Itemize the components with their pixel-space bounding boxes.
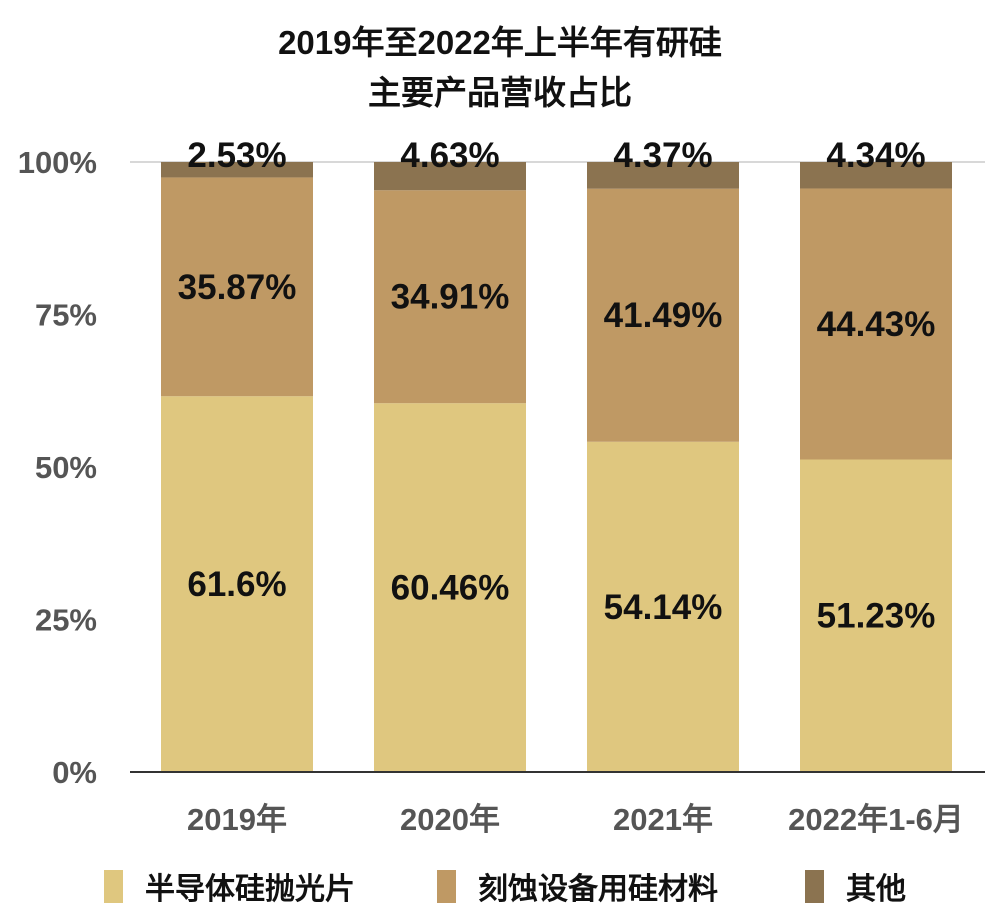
data-label: 4.63% <box>400 136 499 175</box>
y-tick-label: 75% <box>35 298 97 333</box>
data-label: 44.43% <box>817 305 936 344</box>
bar-segment-0 <box>161 396 313 772</box>
legend-swatch-0 <box>104 869 123 903</box>
bar-segment-0 <box>587 441 739 772</box>
legend-item-2: 其他 <box>805 864 906 908</box>
y-tick-label: 0% <box>52 755 97 790</box>
bar-segment-1 <box>374 190 526 404</box>
y-tick-label: 100% <box>18 145 97 180</box>
x-tick-label: 2019年 <box>187 802 287 837</box>
data-label: 51.23% <box>817 597 936 636</box>
chart-title-line2: 主要产品营收占比 <box>368 74 632 111</box>
bar-segment-1 <box>161 177 313 397</box>
bar-segment-2 <box>161 162 313 178</box>
data-label: 34.91% <box>391 278 510 317</box>
x-tick-label: 2021年 <box>613 802 713 837</box>
data-label: 4.37% <box>613 136 712 175</box>
x-tick-label: 2020年 <box>400 802 500 837</box>
legend-swatch-1 <box>437 869 456 903</box>
data-label: 60.46% <box>391 569 510 608</box>
data-label: 54.14% <box>604 588 723 627</box>
y-tick-label: 25% <box>35 603 97 638</box>
bar-segment-0 <box>800 459 952 772</box>
legend-swatch-2 <box>805 869 824 903</box>
legend-item-0: 半导体硅抛光片 <box>104 864 355 908</box>
legend-label-1: 刻蚀设备用硅材料 <box>478 873 718 906</box>
data-label: 41.49% <box>604 296 723 335</box>
bar-segment-1 <box>800 188 952 460</box>
legend-label-0: 半导体硅抛光片 <box>145 873 355 906</box>
bar-segment-2 <box>374 162 526 191</box>
data-label: 2.53% <box>187 136 286 175</box>
bar-segment-2 <box>587 162 739 189</box>
bar-segment-0 <box>374 403 526 772</box>
y-tick-label: 50% <box>35 450 97 485</box>
data-label: 4.34% <box>826 136 925 175</box>
legend-label-2: 其他 <box>846 873 906 906</box>
bar-segment-2 <box>800 162 952 189</box>
data-label: 61.6% <box>187 565 286 604</box>
chart-title-line1: 2019年至2022年上半年有研硅 <box>278 24 722 61</box>
data-label: 35.87% <box>178 268 297 307</box>
x-tick-label: 2022年1-6月 <box>788 802 964 837</box>
legend-item-1: 刻蚀设备用硅材料 <box>437 864 718 908</box>
bar-segment-1 <box>587 188 739 442</box>
